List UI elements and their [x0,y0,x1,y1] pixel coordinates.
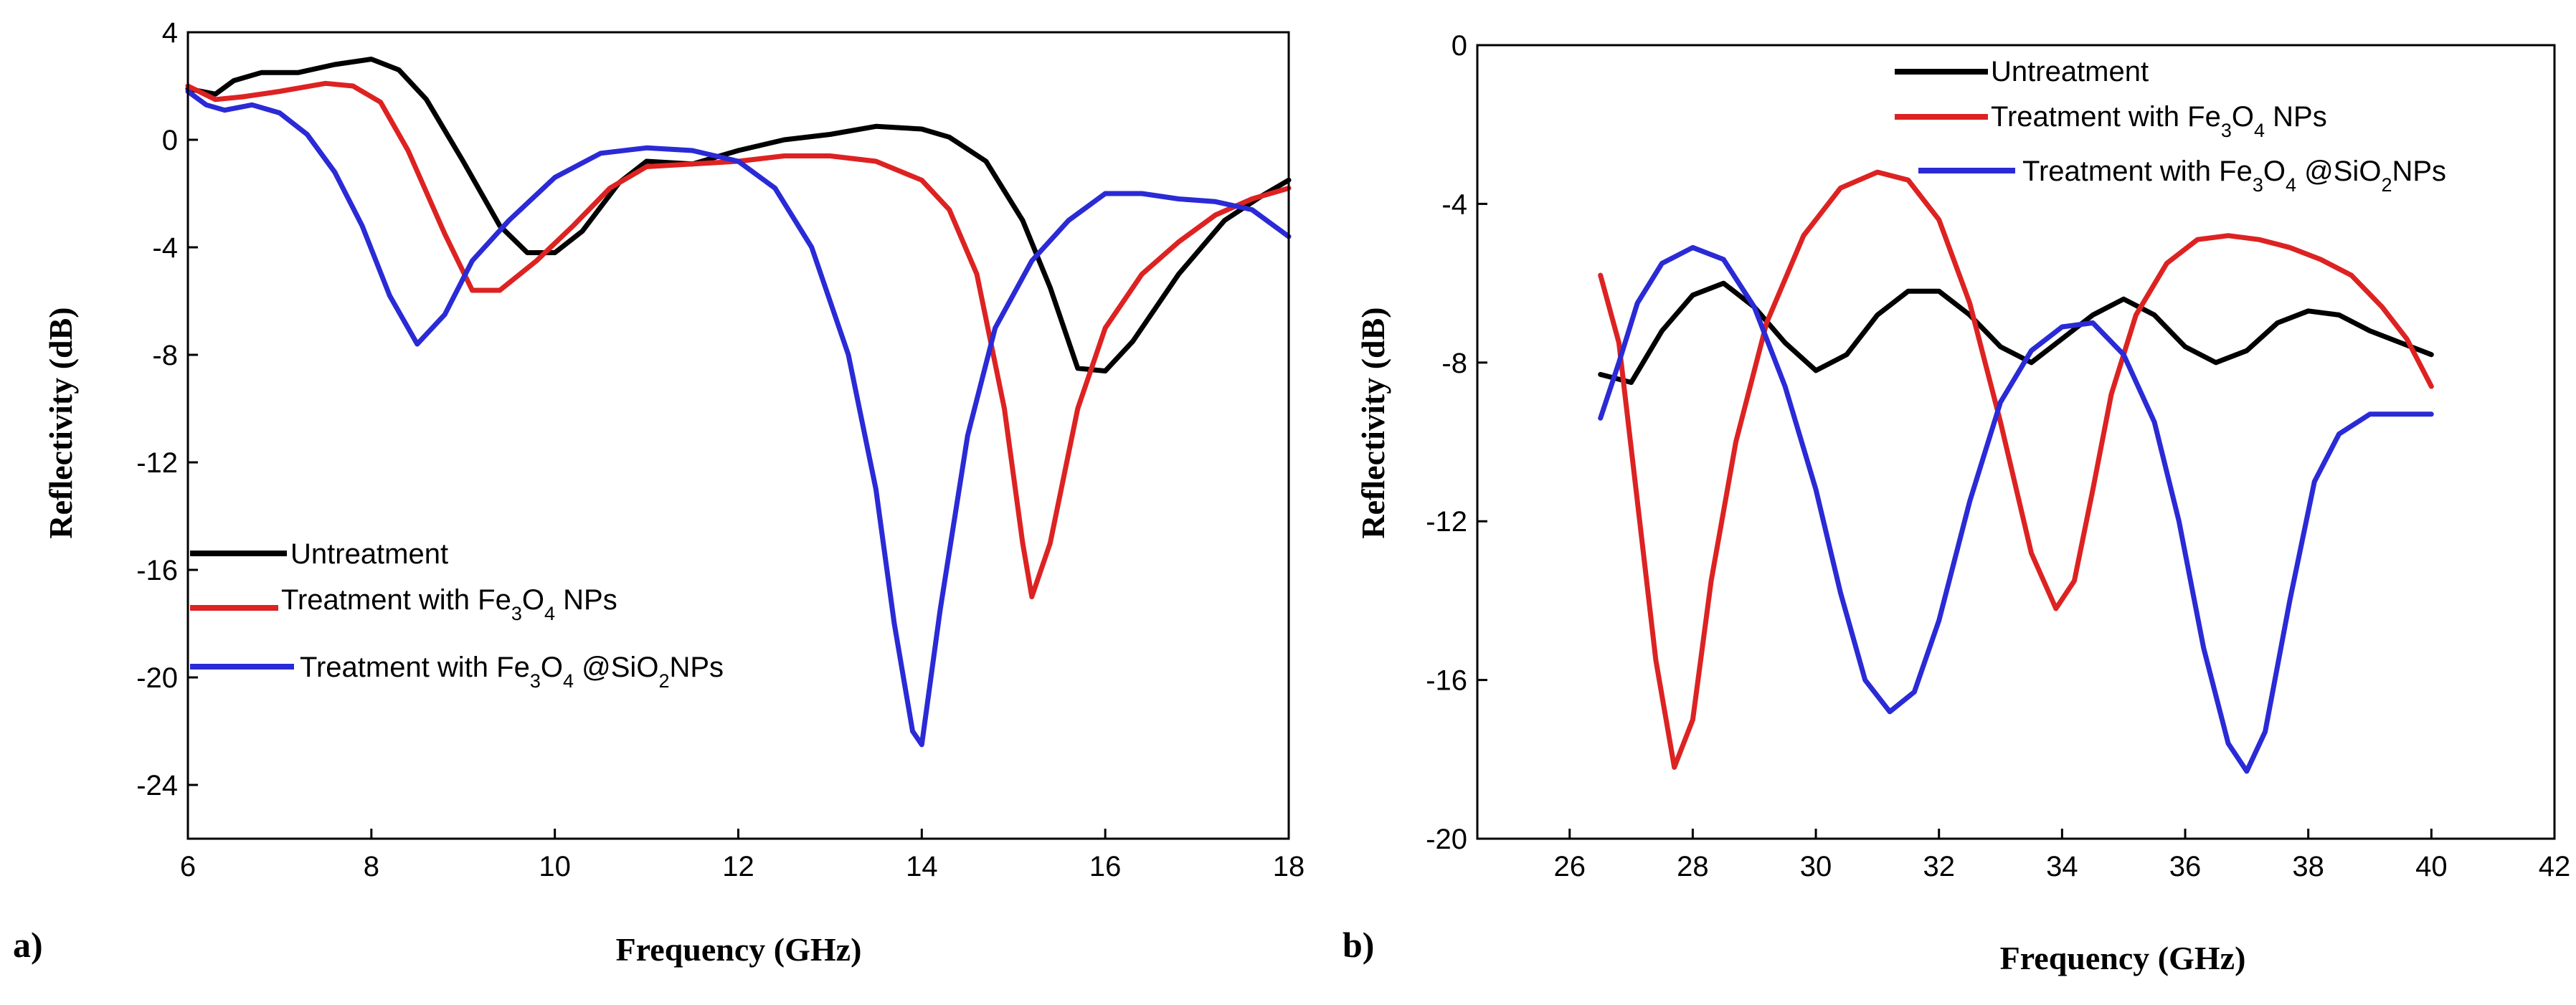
panel-b-plot-frame [1476,44,2556,840]
panel-b-x-tick-label: 40 [2415,851,2448,882]
legend-part: O [2263,156,2286,187]
panel-a-legend-label-fe3o4: Treatment with Fe3O4 NPs [281,584,617,624]
legend-part: NPs [2265,101,2327,133]
panel-b-y-tick-label: -4 [1441,189,1467,220]
panel-b-y-tick-label: -12 [1426,506,1467,538]
panel-b-label: b) [1343,925,1374,965]
panel-b-legend-label-untreatment: Untreatment [1991,56,2149,87]
legend-subscript: 3 [530,670,541,692]
panel-b-y-tick-label: 0 [1452,30,1467,62]
legend-part: NPs [669,652,724,683]
legend-subscript: 4 [2286,174,2296,196]
legend-subscript: 3 [511,603,522,624]
panel-b-series-line-2 [1598,169,2434,770]
legend-subscript: 3 [2253,174,2263,196]
panel-a-chart: 6 8 10 12 14 16 18 4 0 -4 -8 -12 -16 -20 -24 Reflectiv… [13,17,1304,968]
panel-a-series-group [185,57,1292,748]
legend-part: @SiO [574,652,658,683]
panel-b-x-tick-label: 36 [2169,851,2202,882]
panel-a-y-tick-label: -12 [136,447,178,479]
panel-a-x-tick-label: 14 [906,851,938,882]
panel-a-y-tick-label: -20 [136,662,178,694]
panel-b-x-axis-title: Frequency (GHz) [2000,940,2246,976]
panel-a-y-axis-title: Reflectivity (dB) [42,307,79,538]
legend-subscript: 3 [2221,120,2232,141]
panel-a-series-line-3 [185,89,1292,748]
legend-part: Treatment with Fe [2022,156,2253,187]
panel-b-x-tick-label: 26 [1553,851,1586,882]
panel-b-x-tick-label: 32 [1923,851,1955,882]
legend-text-untreatment: Untreatment [1991,56,2149,87]
panel-b-series-line-1 [1598,280,2434,385]
panel-a-y-tick-label: -4 [152,232,178,264]
panel-a-y-tick-label: -24 [136,770,178,801]
panel-a-legend-label-untreatment: Untreatment [290,538,448,570]
legend-part: O [2232,101,2254,133]
legend-part: Treatment with Fe [1991,101,2221,133]
legend-subscript: 4 [563,670,574,692]
panel-a-x-axis-title: Frequency (GHz) [616,931,862,968]
panel-b-series-line-3 [1598,244,2434,774]
panel-a-series-line-1 [185,57,1292,373]
panel-a-x-tick-label: 18 [1273,851,1305,882]
panel-b-legend-label-fe3o4-sio2: Treatment with Fe3O4 @SiO2NPs [2022,156,2446,196]
panel-b-x-tick-label: 30 [1800,851,1832,882]
panel-a-series-line-2 [185,80,1292,599]
legend-part: NPs [2392,156,2446,187]
panel-b-chart: 26 28 30 32 34 36 38 40 420-4-8-12-16-20 Reflect… [1343,30,2570,976]
panel-a-legend-label-fe3o4-sio2: Treatment with Fe3O4 @SiO2NPs [300,652,724,692]
panel-b-y-axis-title: Reflectivity (dB) [1355,307,1391,538]
legend-subscript: 4 [2254,120,2265,141]
panel-a-y-tick-label: -16 [136,555,178,586]
panel-b-x-tick-label: 42 [2539,851,2571,882]
legend-subscript: 2 [658,670,669,692]
legend-subscript: 4 [544,603,555,624]
panel-a-x-tick-label: 12 [722,851,754,882]
panel-a-x-tick-label: 10 [539,851,571,882]
panel-a-y-tick-label: -8 [152,340,178,371]
legend-text-untreatment: Untreatment [290,538,448,570]
legend-part: O [541,652,563,683]
panel-a-x-tick-label: 6 [180,851,196,882]
panel-a-legend: Untreatment Treatment with Fe3O4 NPs Tre… [190,538,724,692]
panel-b-legend: Untreatment Treatment with Fe3O4 NPs Tre… [1895,56,2446,196]
panel-b-y-tick-label: -8 [1441,348,1467,379]
panel-b-x-tick-label: 28 [1677,851,1709,882]
panel-a-y-tick-label: 0 [162,125,178,156]
panel-a-ticks: 6 8 10 12 14 16 18 4 0 -4 -8 -12 -16 -20 -24 [136,17,1304,882]
legend-part: Treatment with Fe [281,584,511,616]
panel-b-x-tick-label: 34 [2046,851,2078,882]
legend-part: Treatment with Fe [300,652,530,683]
panel-b-series-group [1598,169,2434,774]
panel-b-y-tick-label: -20 [1426,824,1467,855]
legend-part: @SiO [2296,156,2381,187]
panel-a-x-tick-label: 8 [364,851,379,882]
panel-b-ticks: 26 28 30 32 34 36 38 40 420-4-8-12-16-20 [1426,30,2570,882]
panel-b-legend-label-fe3o4: Treatment with Fe3O4 NPs [1991,101,2327,141]
panel-a-x-tick-label: 16 [1089,851,1122,882]
panel-a-plot-frame [186,31,1290,840]
legend-subscript: 2 [2381,174,2392,196]
panel-b-y-tick-label: -16 [1426,665,1467,697]
panel-a-label: a) [13,925,43,965]
legend-part: NPs [555,584,617,616]
panel-a-y-tick-label: 4 [162,17,178,49]
legend-part: O [522,584,544,616]
panel-b-x-tick-label: 38 [2292,851,2324,882]
